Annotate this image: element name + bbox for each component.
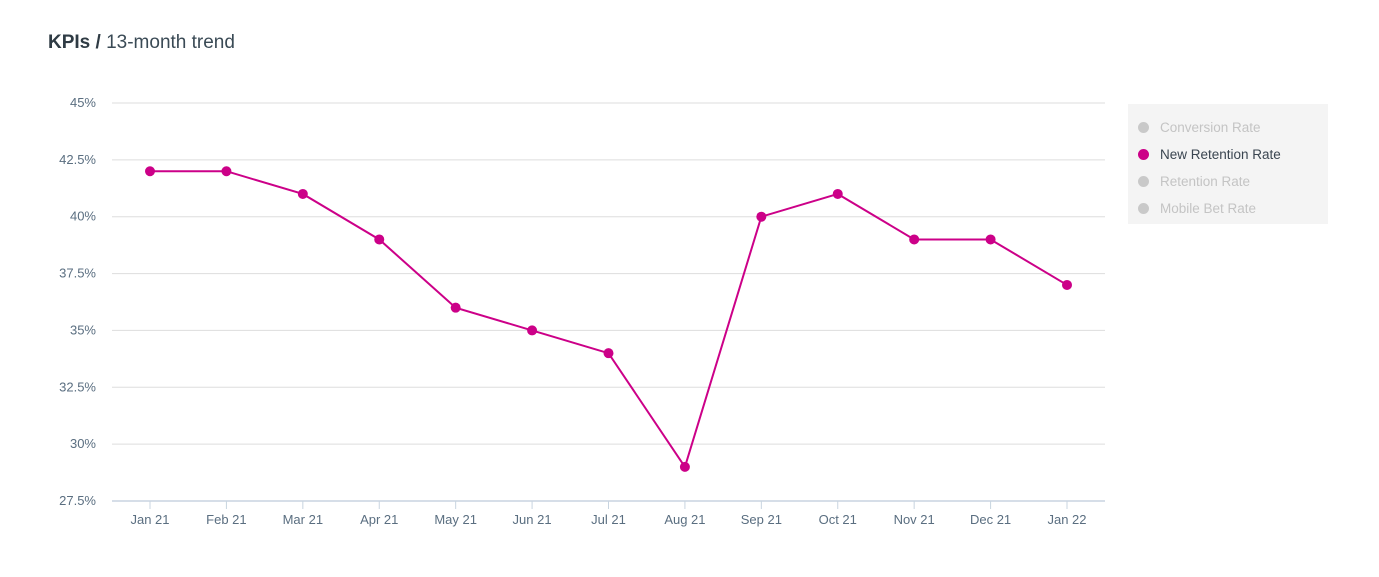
x-tick-label: Jan 22 [1047,512,1086,527]
page-title: KPIs / 13-month trend [48,32,235,54]
data-point [374,234,385,245]
x-tick-label: Jul 21 [591,512,626,527]
legend-item[interactable]: Conversion Rate [1128,114,1328,141]
x-tick-label: Aug 21 [664,512,705,527]
legend-dot-icon [1138,203,1149,214]
data-point [832,188,843,199]
x-tick-label: Apr 21 [360,512,398,527]
legend-item[interactable]: New Retention Rate [1128,141,1328,168]
y-tick-label: 45% [70,95,96,110]
data-point [1062,279,1072,290]
y-tick-label: 27.5% [59,493,96,508]
legend: Conversion Rate New Retention Rate Retenti… [1128,104,1328,224]
x-tick-label: Feb 21 [206,512,246,527]
x-tick-label: May 21 [434,512,477,527]
data-point [603,348,614,359]
x-tick-label: Oct 21 [819,512,857,527]
title-rest: 13-month trend [100,32,235,53]
legend-label: Mobile Bet Rate [1160,201,1257,216]
series-line [150,170,1068,470]
x-tick-label: Nov 21 [894,512,935,527]
legend-dot-icon [1138,122,1149,133]
data-point [527,325,538,336]
y-tick-label: 42.5% [59,152,96,167]
x-tick-label: Mar 21 [283,512,323,527]
data-point [679,461,690,472]
data-point [756,211,767,222]
data-point [909,234,920,245]
x-tick-label: Jan 21 [130,512,169,527]
data-point [450,302,461,313]
legend-item[interactable]: Mobile Bet Rate [1128,195,1328,222]
data-point [221,166,232,177]
x-tick-label: Jun 21 [513,512,552,527]
y-tick-label: 30% [70,436,96,451]
legend-label: New Retention Rate [1160,147,1281,162]
legend-item[interactable]: Retention Rate [1128,168,1328,195]
x-tick-label: Dec 21 [970,512,1011,527]
legend-label: Retention Rate [1160,174,1251,189]
data-point [297,188,308,199]
title-bold: KPIs / [48,32,101,53]
y-tick-label: 35% [70,322,96,337]
x-tick-label: Sep 21 [741,512,782,527]
y-tick-label: 32.5% [59,379,96,394]
legend-label: Conversion Rate [1160,120,1261,135]
legend-dot-icon [1138,176,1149,187]
legend-dot-icon [1138,149,1149,160]
data-point [145,166,155,177]
y-tick-label: 40% [70,209,96,224]
y-tick-label: 37.5% [59,266,96,281]
data-point [985,234,996,245]
